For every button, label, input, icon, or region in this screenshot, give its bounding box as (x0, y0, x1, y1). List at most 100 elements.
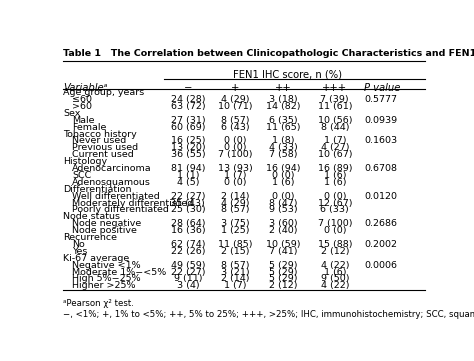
Text: 2 (14): 2 (14) (221, 274, 250, 283)
Text: 1 (7): 1 (7) (224, 171, 247, 180)
Text: 81 (94): 81 (94) (171, 164, 205, 173)
Text: 4 (22): 4 (22) (320, 281, 349, 290)
Text: 1 (6): 1 (6) (272, 178, 294, 187)
Text: 4 (27): 4 (27) (320, 143, 349, 152)
Text: Sex: Sex (63, 109, 80, 118)
Text: 24 (28): 24 (28) (171, 95, 205, 104)
Text: 11 (61): 11 (61) (318, 102, 352, 111)
Text: 0 (0): 0 (0) (224, 143, 247, 152)
Text: 0.1603: 0.1603 (364, 136, 397, 145)
Text: Yes: Yes (72, 247, 88, 256)
Text: 16 (36): 16 (36) (171, 226, 205, 235)
Text: 27 (31): 27 (31) (171, 116, 205, 125)
Text: 28 (64): 28 (64) (171, 219, 205, 228)
Text: 1 (25): 1 (25) (221, 226, 250, 235)
Text: 7 (39): 7 (39) (320, 95, 349, 104)
Text: 0 (0): 0 (0) (324, 192, 346, 201)
Text: Male: Male (72, 116, 95, 125)
Text: 10 (67): 10 (67) (318, 150, 352, 159)
Text: Ki-67 average: Ki-67 average (63, 254, 129, 263)
Text: 0.0006: 0.0006 (364, 261, 397, 270)
Text: 11 (65): 11 (65) (266, 123, 301, 132)
Text: 0 (0): 0 (0) (272, 171, 294, 180)
Text: SCC: SCC (72, 171, 91, 180)
Text: ᵃPearson χ² test.: ᵃPearson χ² test. (63, 299, 134, 308)
Text: 35 (43): 35 (43) (171, 199, 205, 208)
Text: +: + (231, 83, 240, 93)
Text: 63 (72): 63 (72) (171, 102, 205, 111)
Text: 10 (71): 10 (71) (219, 102, 253, 111)
Text: 0.2002: 0.2002 (364, 240, 397, 249)
Text: −, <1%; +, 1% to <5%; ++, 5% to 25%; +++, >25%; IHC, immunohistochemistry; SCC, : −, <1%; +, 1% to <5%; ++, 5% to 25%; +++… (63, 310, 474, 319)
Text: 5 (29): 5 (29) (269, 274, 298, 283)
Text: Node positive: Node positive (72, 226, 137, 235)
Text: Never used: Never used (72, 136, 127, 145)
Text: Node status: Node status (63, 212, 120, 221)
Text: 22 (26): 22 (26) (171, 247, 205, 256)
Text: 7 (100): 7 (100) (219, 150, 253, 159)
Text: Node negative: Node negative (72, 219, 141, 228)
Text: Variableᵃ: Variableᵃ (63, 83, 108, 93)
Text: 8 (47): 8 (47) (269, 199, 298, 208)
Text: 0.5777: 0.5777 (364, 95, 397, 104)
Text: Higher >25%: Higher >25% (72, 281, 136, 290)
Text: 5 (29): 5 (29) (269, 261, 298, 270)
Text: 4 (5): 4 (5) (177, 178, 199, 187)
Text: 6 (35): 6 (35) (269, 116, 298, 125)
Text: 4 (33): 4 (33) (269, 143, 298, 152)
Text: 2 (12): 2 (12) (320, 247, 349, 256)
Text: ≤60: ≤60 (72, 95, 92, 104)
Text: P value: P value (364, 83, 401, 93)
Text: 4 (22): 4 (22) (320, 261, 349, 270)
Text: 9 (11): 9 (11) (173, 274, 202, 283)
Text: Table 1   The Correlation between Clinicopathologic Characteristics and FEN1 IHC: Table 1 The Correlation between Clinicop… (63, 49, 474, 58)
Text: Adenocarcinoma: Adenocarcinoma (72, 164, 152, 173)
Text: 1 (6): 1 (6) (324, 268, 346, 277)
Text: 60 (69): 60 (69) (171, 123, 205, 132)
Text: Differentiation: Differentiation (63, 185, 131, 194)
Text: 1 (7): 1 (7) (324, 136, 346, 145)
Text: No: No (72, 240, 85, 249)
Text: Moderately differentiated: Moderately differentiated (72, 199, 193, 208)
Text: 9 (53): 9 (53) (269, 205, 298, 214)
Text: Histology: Histology (63, 157, 107, 166)
Text: Poorly differentiated: Poorly differentiated (72, 205, 169, 214)
Text: 0 (0): 0 (0) (224, 178, 247, 187)
Text: 2 (40): 2 (40) (269, 226, 298, 235)
Text: 14 (82): 14 (82) (266, 102, 301, 111)
Text: 2 (12): 2 (12) (269, 281, 298, 290)
Text: 7 (58): 7 (58) (269, 150, 298, 159)
Text: 10 (56): 10 (56) (318, 116, 352, 125)
Text: 4 (29): 4 (29) (221, 199, 250, 208)
Text: 22 (27): 22 (27) (171, 268, 205, 277)
Text: 0 (0): 0 (0) (324, 226, 346, 235)
Text: Female: Female (72, 123, 107, 132)
Text: >60: >60 (72, 102, 92, 111)
Text: High 5%−25%: High 5%−25% (72, 274, 141, 283)
Text: Previous used: Previous used (72, 143, 138, 152)
Text: −: − (183, 83, 192, 93)
Text: 8 (57): 8 (57) (221, 116, 250, 125)
Text: 16 (94): 16 (94) (266, 164, 301, 173)
Text: 2 (15): 2 (15) (221, 247, 250, 256)
Text: 1 (8): 1 (8) (272, 136, 294, 145)
Text: 0 (0): 0 (0) (272, 192, 294, 201)
Text: 8 (57): 8 (57) (221, 205, 250, 214)
Text: 6 (43): 6 (43) (221, 123, 250, 132)
Text: 7 (100): 7 (100) (318, 219, 352, 228)
Text: 10 (59): 10 (59) (266, 240, 301, 249)
Text: Age group, years: Age group, years (63, 88, 144, 97)
Text: 9 (50): 9 (50) (320, 274, 349, 283)
Text: 3 (18): 3 (18) (269, 95, 298, 104)
Text: 8 (44): 8 (44) (320, 123, 349, 132)
Text: Well differentiated: Well differentiated (72, 192, 160, 201)
Text: 6 (33): 6 (33) (320, 205, 349, 214)
Text: 16 (89): 16 (89) (318, 164, 352, 173)
Text: 1 (1): 1 (1) (177, 171, 199, 180)
Text: 3 (21): 3 (21) (221, 268, 250, 277)
Text: 13 (20): 13 (20) (171, 143, 205, 152)
Text: 7 (41): 7 (41) (269, 247, 298, 256)
Text: 3 (75): 3 (75) (221, 219, 250, 228)
Text: 15 (88): 15 (88) (318, 240, 352, 249)
Text: ++: ++ (275, 83, 292, 93)
